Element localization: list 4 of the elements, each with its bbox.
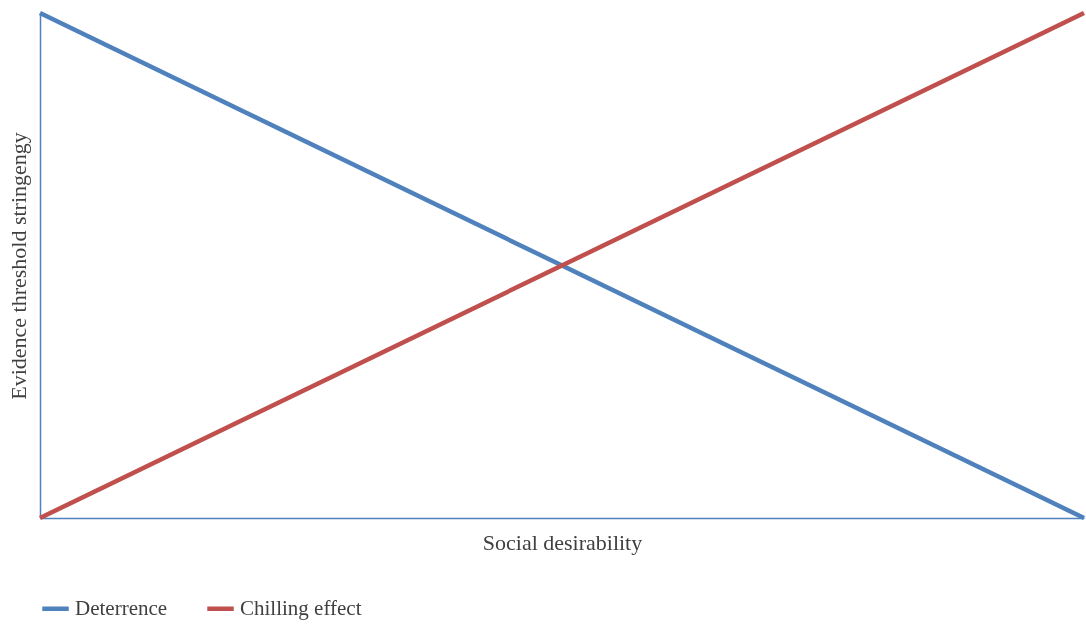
legend-label: Chilling effect [240,595,362,620]
y-axis-title: Evidence threshold stringengy [5,132,31,400]
legend-label: Deterrence [75,595,168,620]
x-axis-title: Social desirability [482,529,643,555]
